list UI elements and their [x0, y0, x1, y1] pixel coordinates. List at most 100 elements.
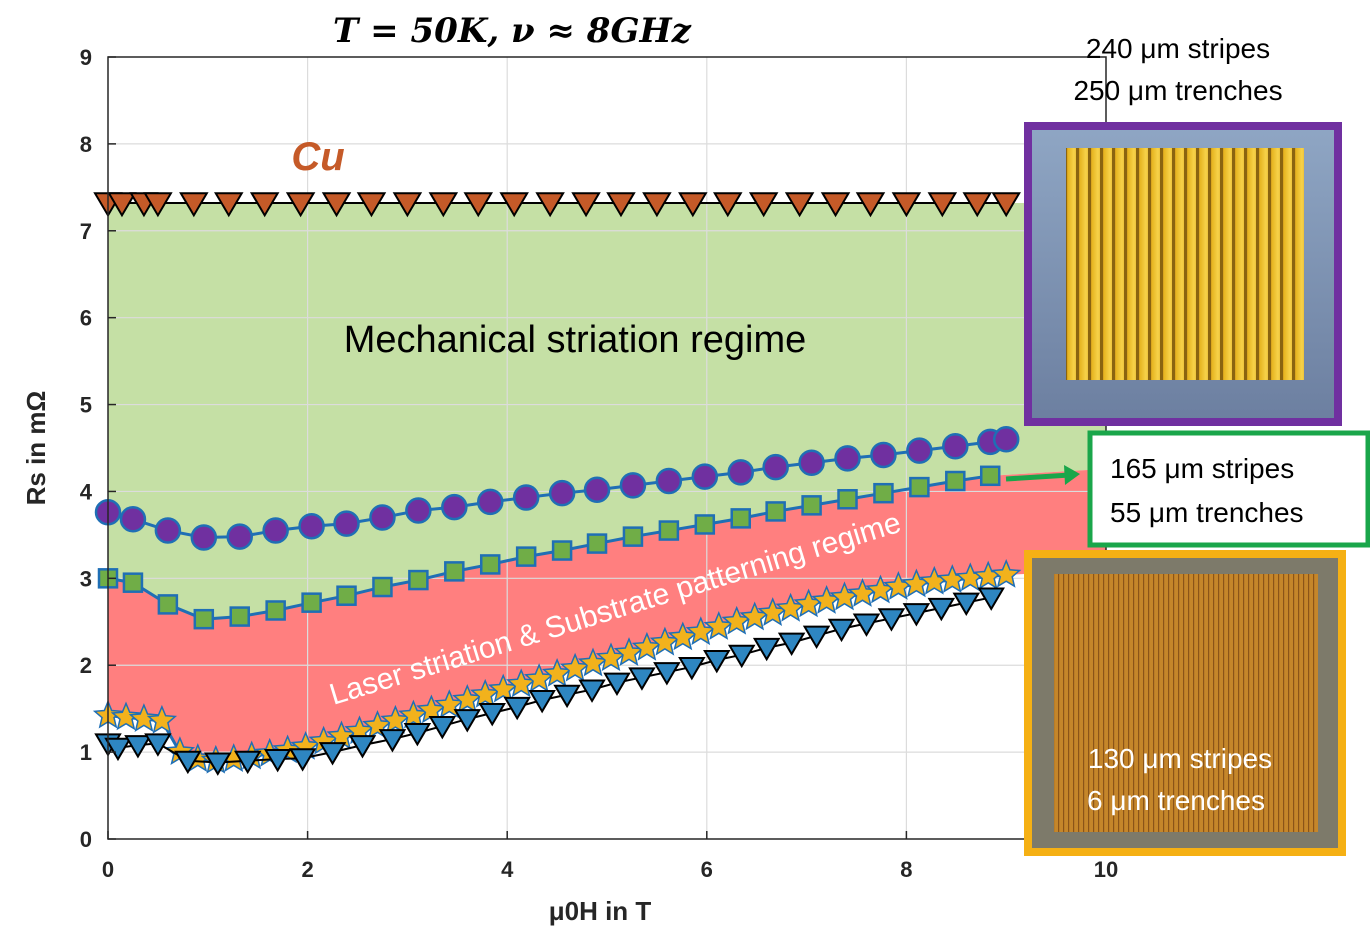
data-point-cu: [678, 192, 708, 218]
data-point-130um-star: [110, 701, 142, 731]
y-tick-label: 5: [80, 393, 92, 418]
data-point-165um: [193, 608, 215, 630]
data-point-130um-triangle: [263, 749, 292, 773]
data-point-cu: [499, 192, 529, 218]
data-point-240um: [190, 524, 218, 551]
data-point-cu: [962, 192, 993, 218]
x-tick-label: 4: [501, 857, 514, 882]
sample-caption-165um: 165 μm stripes 55 μm trenches: [1087, 430, 1370, 548]
data-point-130um-triangle: [603, 672, 631, 696]
data-point-cu: [642, 192, 672, 218]
data-point-240um: [512, 484, 540, 511]
data-point-130um-triangle: [727, 644, 756, 669]
data-point-130um-triangle: [752, 637, 781, 662]
data-point-130um-triangle: [578, 679, 606, 703]
x-tick-label: 10: [1094, 857, 1118, 882]
sample-photo-240um: [1024, 122, 1342, 426]
data-point-130um-triangle: [678, 656, 706, 681]
data-point-cu: [784, 192, 815, 218]
data-point-240um: [262, 517, 289, 544]
data-point-130um-triangle: [453, 709, 482, 733]
data-point-165um: [336, 585, 357, 606]
data-point-130um-triangle: [777, 632, 806, 657]
data-point-cu: [820, 192, 851, 218]
data-point-cu: [891, 192, 922, 218]
region-laser: [108, 468, 1106, 761]
data-point-240um: [476, 488, 504, 516]
data-point-240um: [942, 433, 969, 460]
data-point-240um: [298, 512, 325, 540]
data-point-240um: [619, 472, 647, 499]
data-point-240um: [834, 445, 861, 472]
data-point-165um: [515, 546, 537, 567]
data-point-cu: [463, 192, 494, 218]
data-point-240um: [583, 476, 611, 503]
data-point-165um: [765, 501, 786, 522]
x-tick-label: 0: [102, 857, 114, 882]
data-point-130um-triangle: [628, 667, 656, 691]
data-point-cu: [392, 192, 423, 218]
data-point-165um: [586, 533, 608, 554]
region-label-mechanical: Mechanical striation regime: [344, 319, 807, 361]
data-point-240um: [870, 441, 897, 469]
chart-title: T = 50K, ν ≈ 8GHz: [333, 11, 692, 51]
data-point-165um: [801, 495, 822, 516]
y-tick-label: 7: [80, 219, 92, 244]
y-tick-label: 0: [80, 827, 92, 852]
data-point-130um-triangle: [174, 750, 202, 775]
data-point-cu: [855, 192, 886, 218]
data-point-240um: [119, 505, 147, 533]
x-axis-label: μ0H in T: [549, 896, 652, 926]
data-point-cu: [713, 192, 743, 218]
regions: [108, 202, 1106, 761]
data-point-cu: [606, 192, 636, 218]
data-point-130um-triangle: [927, 597, 956, 622]
x-tick-label: 2: [301, 857, 313, 882]
data-point-130um-triangle: [528, 689, 556, 714]
series-layer: [92, 192, 1022, 776]
y-tick-label: 1: [80, 740, 92, 765]
region-mechanical: [108, 202, 1106, 620]
img3-caption-line2: 6 μm trenches: [1087, 785, 1265, 816]
y-tick-label: 9: [80, 45, 92, 70]
data-point-240um: [655, 467, 683, 495]
data-point-165um: [444, 561, 465, 582]
data-point-cu: [991, 192, 1021, 218]
data-point-240um: [548, 479, 576, 507]
data-point-130um-triangle: [124, 735, 152, 759]
data-point-cu: [428, 192, 459, 218]
y-tick-label: 2: [80, 653, 92, 678]
data-point-cu: [107, 192, 137, 218]
data-point-165um: [622, 526, 644, 547]
data-point-240um: [226, 523, 253, 550]
data-point-165um: [837, 489, 858, 510]
data-point-cu: [535, 192, 565, 218]
data-point-130um-triangle: [478, 703, 506, 727]
img1-caption-line1: 240 μm stripes: [1086, 33, 1270, 64]
data-point-165um: [658, 520, 680, 541]
data-point-165um: [372, 576, 393, 598]
data-point-165um: [945, 470, 966, 492]
data-point-130um-triangle: [952, 592, 981, 617]
cu-label: Cu: [291, 135, 344, 179]
data-point-cu: [321, 192, 352, 218]
data-point-130um-triangle: [318, 742, 347, 766]
data-point-130um-triangle: [902, 603, 931, 627]
data-point-130um-triangle: [104, 737, 132, 762]
data-point-240um: [441, 493, 468, 521]
data-point-165um: [157, 594, 179, 615]
arrow-to-165um: [1005, 465, 1080, 485]
data-point-cu: [356, 192, 387, 218]
data-point-130um-star: [991, 558, 1022, 588]
y-axis-label: Rs in mΩ: [21, 391, 51, 506]
data-point-130um-triangle: [827, 618, 856, 643]
data-point-240um: [798, 449, 825, 477]
img1-caption-line2: 250 μm trenches: [1073, 75, 1282, 106]
data-point-165um: [873, 482, 894, 504]
sample-photo-130um: 130 μm stripes 6 μm trenches: [1024, 550, 1346, 856]
data-point-130um-triangle: [428, 716, 457, 740]
data-point-130um-triangle: [288, 748, 317, 772]
data-point-130um-triangle: [144, 733, 172, 757]
data-point-130um-triangle: [403, 722, 432, 747]
